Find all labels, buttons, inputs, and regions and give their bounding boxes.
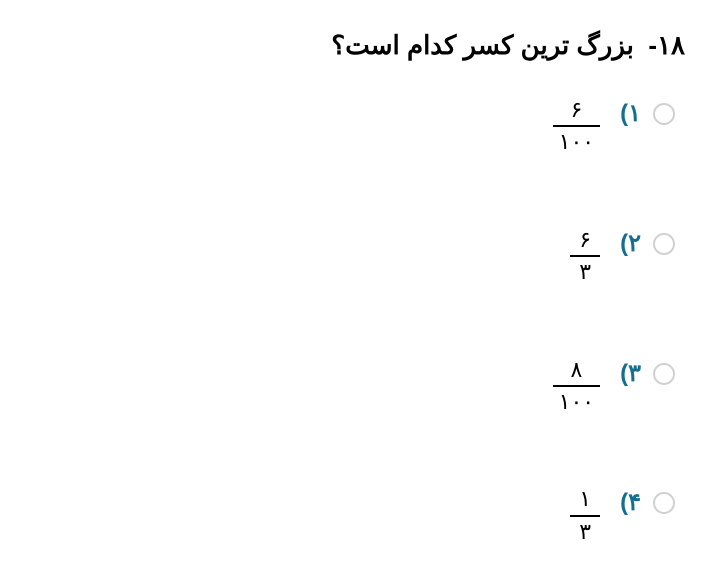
option-4[interactable]: ۴) ۱ ۳ [0,490,675,545]
fraction: ۸ ۱۰۰ [553,357,600,416]
fraction-numerator: ۱ [573,486,597,514]
option-label: ۳) [620,359,641,388]
question-block: ۱۸- بزرگ ترین کسر کدام است؟ ۱) ۶ ۱۰۰ ۲) … [0,0,720,545]
fraction-numerator: ۶ [573,227,597,255]
question-text: بزرگ ترین کسر کدام است؟ [331,30,634,60]
radio-icon[interactable] [653,233,675,255]
radio-icon[interactable] [653,103,675,125]
options-list: ۱) ۶ ۱۰۰ ۲) ۶ ۳ ۳) ۸ ۱۰۰ [0,101,685,545]
fraction: ۶ ۳ [570,227,600,286]
option-label: ۲) [620,229,641,258]
radio-icon[interactable] [653,492,675,514]
option-label: ۱) [620,99,641,128]
question-number: ۱۸- [648,30,685,60]
fraction-numerator: ۶ [564,97,588,125]
option-2[interactable]: ۲) ۶ ۳ [0,231,675,286]
option-1[interactable]: ۱) ۶ ۱۰۰ [0,101,675,156]
fraction-denominator: ۳ [573,517,597,545]
fraction: ۶ ۱۰۰ [553,97,600,156]
fraction-denominator: ۱۰۰ [553,127,600,155]
radio-icon[interactable] [653,363,675,385]
fraction: ۱ ۳ [570,486,600,545]
question-title: ۱۸- بزرگ ترین کسر کدام است؟ [0,30,685,61]
fraction-denominator: ۱۰۰ [553,387,600,415]
option-3[interactable]: ۳) ۸ ۱۰۰ [0,361,675,416]
option-label: ۴) [620,488,641,517]
fraction-denominator: ۳ [573,257,597,285]
fraction-numerator: ۸ [564,357,588,385]
